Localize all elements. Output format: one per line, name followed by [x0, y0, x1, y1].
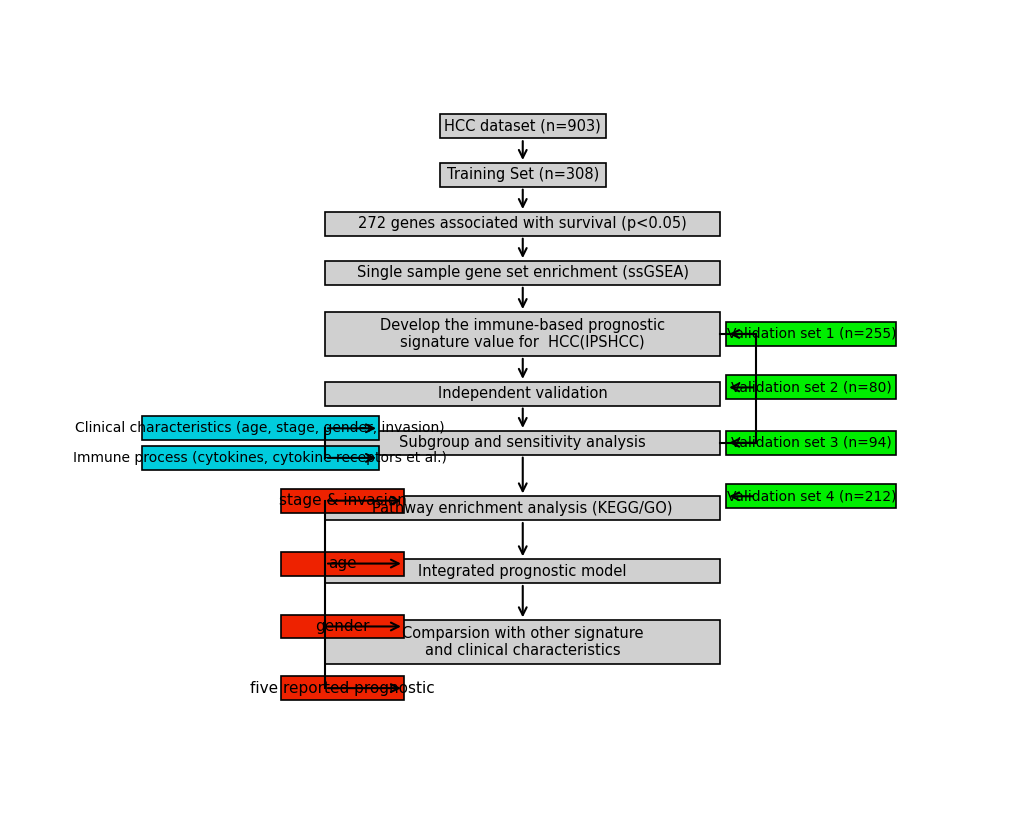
Text: stage & invasion: stage & invasion — [278, 493, 406, 508]
FancyBboxPatch shape — [726, 431, 896, 455]
Text: Develop the immune-based prognostic
signature value for  HCC(IPSHCC): Develop the immune-based prognostic sign… — [380, 318, 664, 350]
Text: five reported prognostic: five reported prognostic — [250, 681, 434, 695]
FancyBboxPatch shape — [281, 676, 404, 700]
FancyBboxPatch shape — [325, 212, 719, 236]
Text: Single sample gene set enrichment (ssGSEA): Single sample gene set enrichment (ssGSE… — [357, 266, 688, 280]
Text: 272 genes associated with survival (p<0.05): 272 genes associated with survival (p<0.… — [358, 217, 687, 231]
FancyBboxPatch shape — [142, 446, 378, 470]
Text: age: age — [328, 556, 357, 571]
Text: Validation set 1 (n=255): Validation set 1 (n=255) — [726, 327, 895, 341]
Text: Training Set (n=308): Training Set (n=308) — [446, 167, 598, 182]
Text: Comparsion with other signature
and clinical characteristics: Comparsion with other signature and clin… — [401, 626, 643, 659]
FancyBboxPatch shape — [439, 114, 605, 138]
Text: Clinical characteristics (age, stage, gender, invasion): Clinical characteristics (age, stage, ge… — [75, 422, 444, 435]
Text: Validation set 3 (n=94): Validation set 3 (n=94) — [731, 435, 891, 450]
FancyBboxPatch shape — [439, 163, 605, 187]
FancyBboxPatch shape — [325, 431, 719, 455]
Text: HCC dataset (n=903): HCC dataset (n=903) — [444, 118, 600, 134]
FancyBboxPatch shape — [726, 376, 896, 400]
FancyBboxPatch shape — [325, 496, 719, 520]
FancyBboxPatch shape — [325, 312, 719, 356]
Text: Validation set 2 (n=80): Validation set 2 (n=80) — [731, 381, 891, 395]
FancyBboxPatch shape — [325, 382, 719, 406]
FancyBboxPatch shape — [281, 614, 404, 638]
FancyBboxPatch shape — [281, 489, 404, 512]
FancyBboxPatch shape — [325, 559, 719, 583]
Text: Independent validation: Independent validation — [437, 386, 607, 401]
Text: Subgroup and sensitivity analysis: Subgroup and sensitivity analysis — [399, 435, 645, 450]
FancyBboxPatch shape — [726, 322, 896, 346]
FancyBboxPatch shape — [325, 261, 719, 285]
FancyBboxPatch shape — [325, 620, 719, 664]
Text: Immune process (cytokines, cytokine receptors et al.): Immune process (cytokines, cytokine rece… — [73, 451, 446, 465]
Text: Pathway enrichment analysis (KEGG/GO): Pathway enrichment analysis (KEGG/GO) — [372, 501, 673, 516]
Text: Validation set 4 (n=212): Validation set 4 (n=212) — [726, 489, 895, 503]
Text: Integrated prognostic model: Integrated prognostic model — [418, 564, 627, 578]
FancyBboxPatch shape — [726, 484, 896, 508]
Text: gender: gender — [315, 619, 370, 634]
FancyBboxPatch shape — [281, 551, 404, 575]
FancyBboxPatch shape — [142, 417, 378, 440]
